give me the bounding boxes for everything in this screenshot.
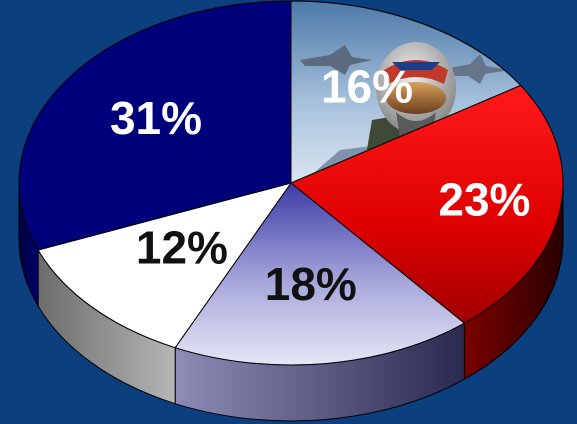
pie-slice-outline-16pct: [290, 0, 522, 184]
pie-slice-12pct: [37, 182, 293, 349]
pie-slice-18pct: [174, 182, 466, 366]
slice-label-23pct: 23%: [438, 174, 530, 226]
pie-slice-23pct: [290, 84, 564, 324]
slice-label-18pct: 18%: [265, 258, 357, 310]
slice-label-31pct: 31%: [110, 92, 202, 144]
pie-slice-31pct: [18, 0, 292, 251]
slice-label-12pct: 12%: [136, 222, 228, 274]
slice-label-16pct: 16%: [321, 61, 413, 113]
